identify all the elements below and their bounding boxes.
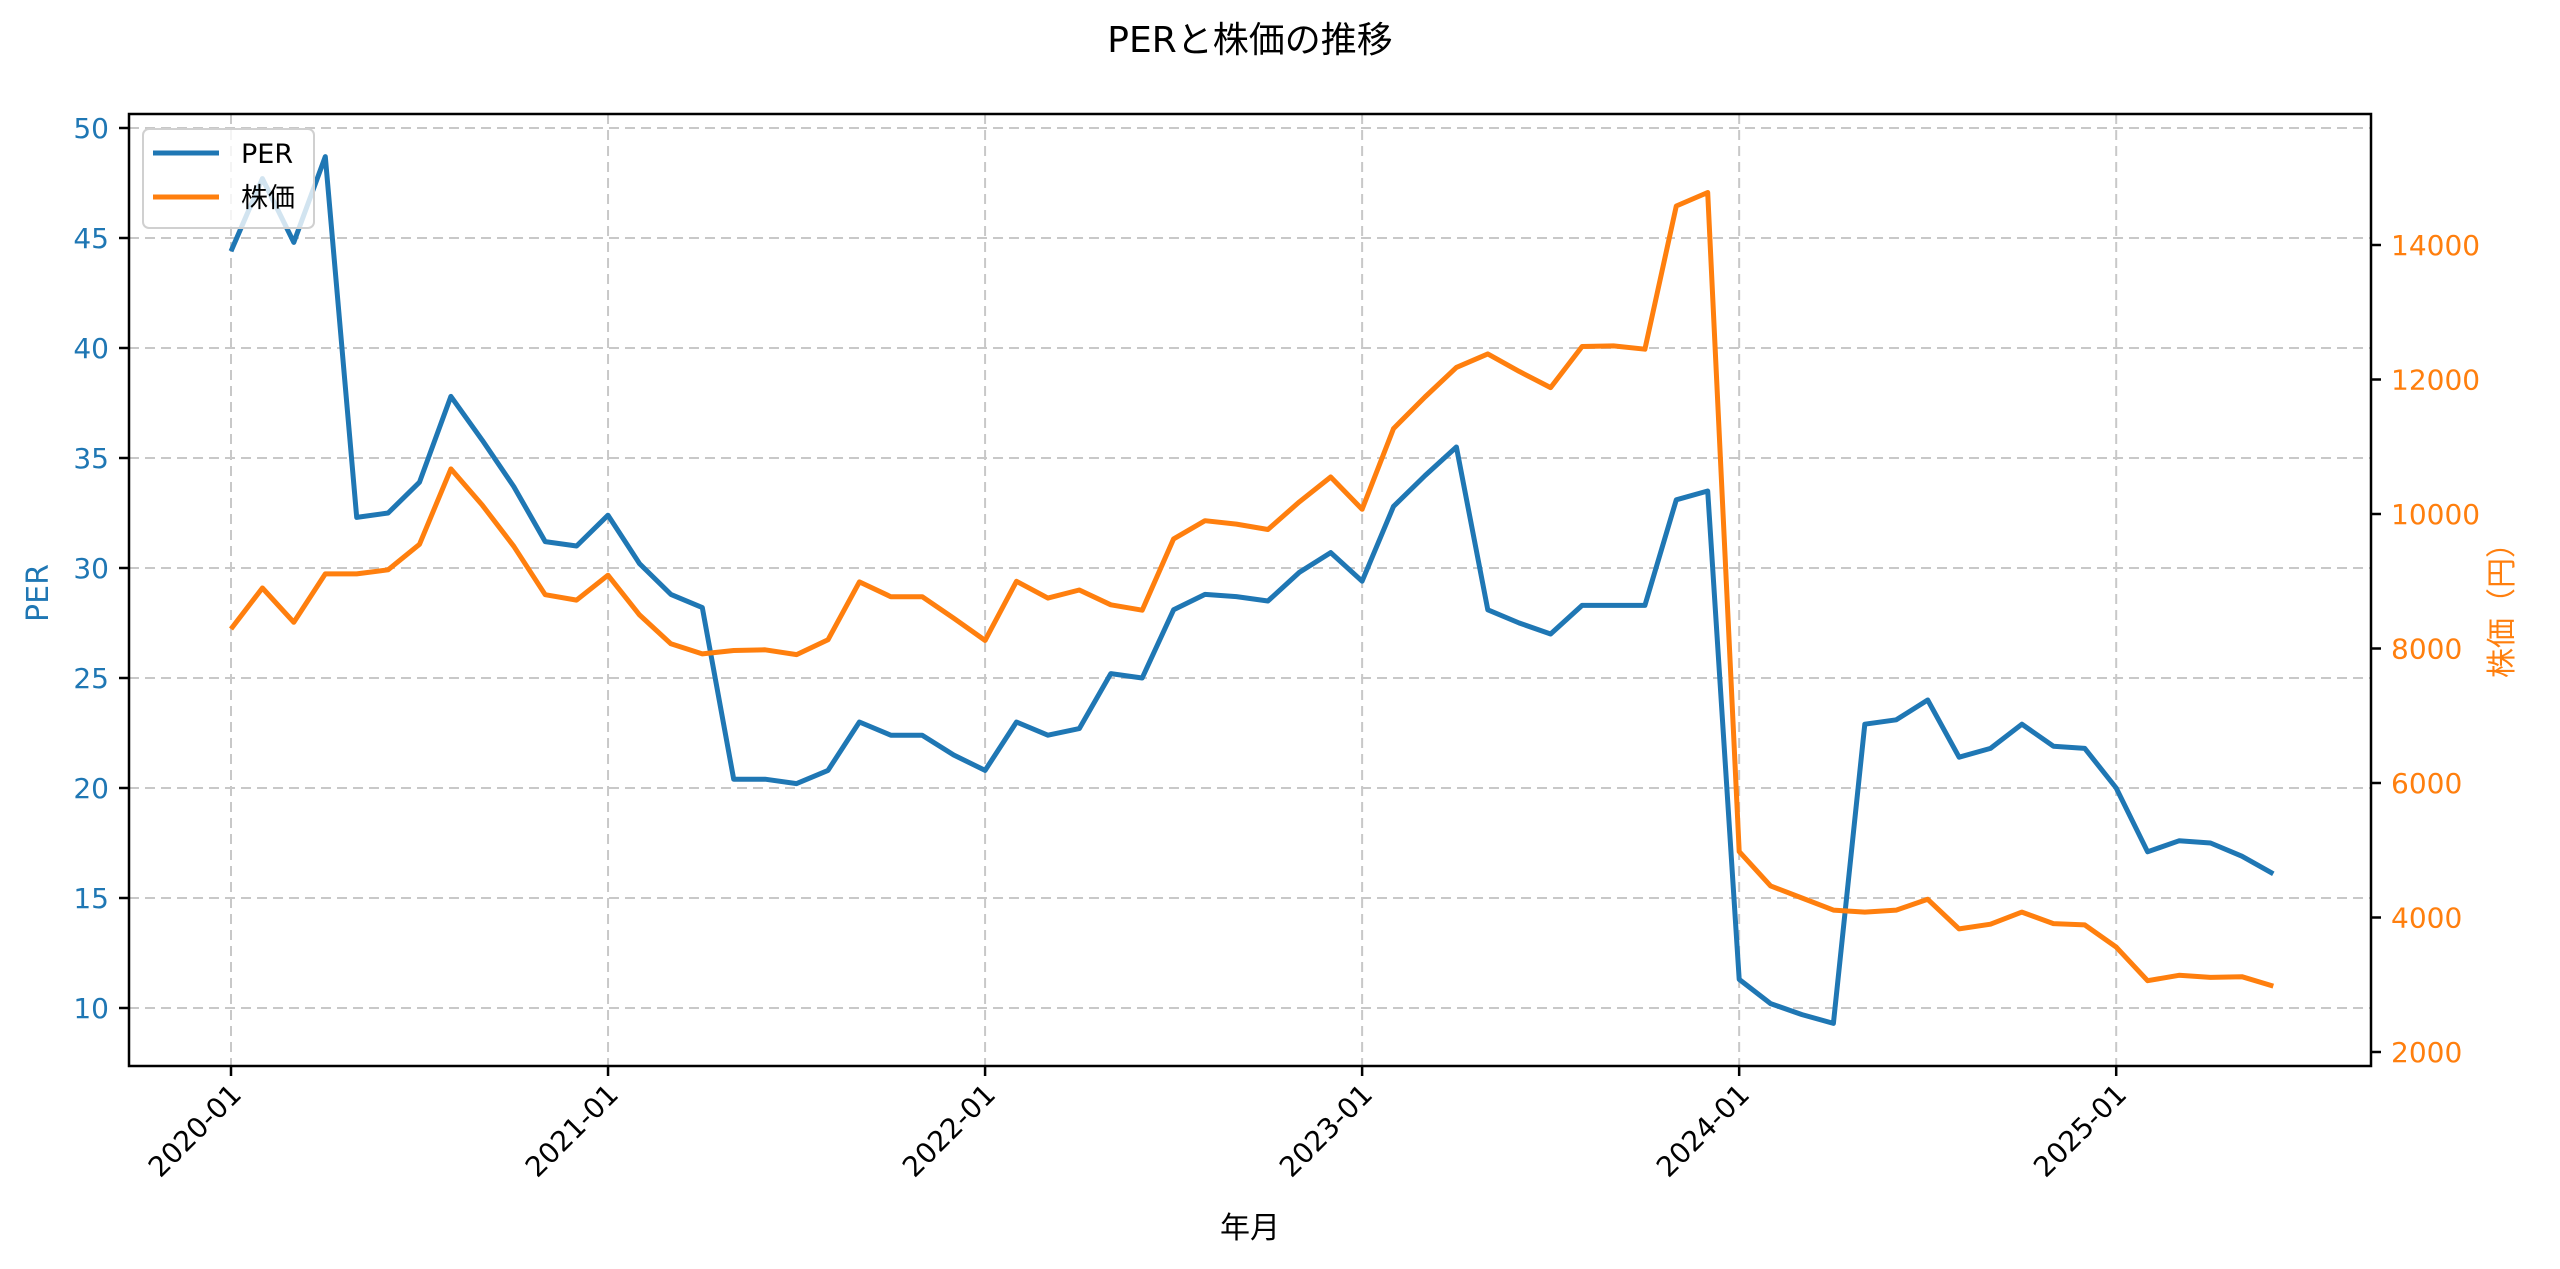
y-left-tick-label: 10: [73, 992, 109, 1025]
x-tick-label: 2021-01: [519, 1078, 625, 1184]
per-line: [228, 154, 2275, 1026]
plot-frame: [127, 112, 2373, 1068]
legend-label-price: 株価: [241, 183, 295, 214]
y-left-tick-label: 50: [73, 112, 109, 145]
x-tick-label: 2025-01: [2027, 1078, 2133, 1184]
y-right-tick-label: 12000: [2391, 364, 2480, 397]
y-left-tick-label: 45: [73, 222, 109, 255]
y-right-tick-label: 2000: [2391, 1036, 2462, 1069]
price-line: [229, 190, 2275, 989]
y-right-tick-label: 8000: [2391, 633, 2462, 666]
x-tick-label: 2023-01: [1273, 1078, 1379, 1184]
y-right-tick-label: 6000: [2391, 767, 2462, 800]
right-y-axis: 2000 4000 6000 8000 10000 12000 14000: [2371, 229, 2480, 1069]
x-tick-label: 2020-01: [142, 1078, 248, 1184]
y-left-tick-label: 20: [73, 772, 109, 805]
x-tick-label: 2022-01: [896, 1078, 1002, 1184]
legend: PER 株価: [142, 128, 315, 229]
y-right-tick-label: 4000: [2391, 902, 2462, 935]
y-left-tick-label: 30: [73, 552, 109, 585]
x-axis-label: 年月: [1220, 1211, 1280, 1246]
x-axis: 2020-01 2021-01 2022-01 2023-01 2024-01 2025-…: [142, 1066, 2133, 1184]
y-left-tick-label: 35: [73, 442, 109, 475]
y-left-tick-label: 25: [73, 662, 109, 695]
left-y-axis: 10 15 20 25 30 35 40 45 50: [73, 112, 129, 1025]
y-axis-right-label: 株価（円）: [2485, 528, 2520, 678]
y-left-tick-label: 40: [73, 332, 109, 365]
chart-title: PERと株価の推移: [1107, 20, 1392, 61]
legend-label-per: PER: [241, 139, 293, 170]
x-tick-label: 2024-01: [1650, 1078, 1756, 1184]
y-right-tick-label: 10000: [2391, 498, 2480, 531]
y-axis-left-label: PER: [21, 564, 56, 622]
y-left-tick-label: 15: [73, 882, 109, 915]
plot-series: [228, 154, 2275, 1026]
grid-lines: [129, 114, 2371, 1066]
y-right-tick-label: 14000: [2391, 229, 2480, 262]
